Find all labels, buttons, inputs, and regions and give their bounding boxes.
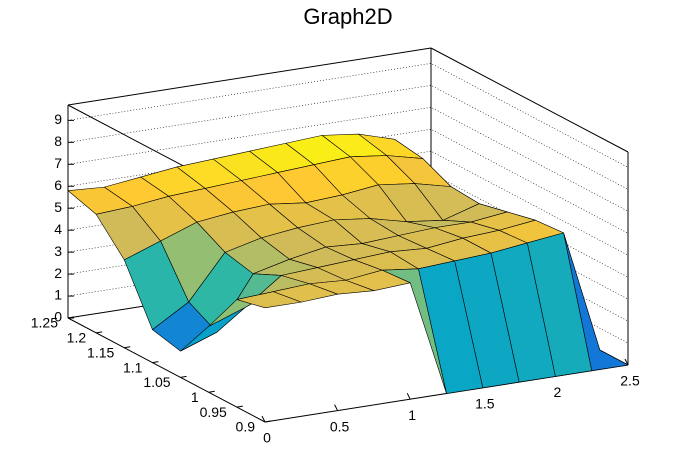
chart-title: Graph2D: [303, 4, 392, 29]
y-tick: [236, 405, 243, 408]
box-edge: [430, 47, 629, 153]
y-tick: [180, 375, 187, 378]
y-tick-label: 1.15: [87, 344, 114, 360]
z-tick-label: 1: [54, 287, 62, 303]
z-tick-label: 3: [54, 243, 62, 259]
y-tick-label: 1.05: [143, 374, 170, 390]
z-tick-label: 2: [54, 265, 62, 281]
x-tick: [334, 404, 339, 411]
y-tick-label: 1.2: [67, 330, 87, 346]
y-tick-label: 1: [191, 389, 199, 405]
x-tick: [261, 415, 266, 423]
x-tick-label: 2: [554, 384, 562, 400]
z-tick-label: 6: [54, 177, 62, 193]
z-tick-label: 4: [54, 221, 62, 237]
y-tick-label: 1.25: [31, 315, 58, 331]
z-tick-label: 7: [54, 155, 62, 171]
y-tick-label: 0.95: [200, 404, 227, 420]
x-tick-label: 2.5: [620, 373, 640, 389]
surface-cell: [236, 291, 302, 309]
x-tick-label: 0: [263, 430, 271, 446]
box-edge: [67, 317, 266, 423]
x-tick-label: 1: [408, 407, 416, 423]
z-tick-label: 0: [54, 309, 62, 325]
y-tick: [208, 390, 215, 393]
y-tick: [264, 420, 272, 423]
z-tick-label: 5: [54, 199, 62, 215]
x-tick-label: 0.5: [330, 418, 350, 434]
y-tick: [124, 346, 131, 349]
y-tick: [96, 331, 103, 334]
x-tick: [406, 392, 411, 400]
x-tick-label: 1.5: [475, 396, 495, 412]
z-tick-label: 8: [54, 133, 62, 149]
y-tick: [67, 316, 75, 319]
y-tick-label: 1.1: [123, 359, 143, 375]
box-edge: [67, 47, 432, 106]
y-tick-label: 0.9: [236, 419, 256, 435]
x-tick: [624, 358, 629, 366]
z-tick-label: 9: [54, 111, 62, 127]
y-tick: [152, 361, 159, 364]
